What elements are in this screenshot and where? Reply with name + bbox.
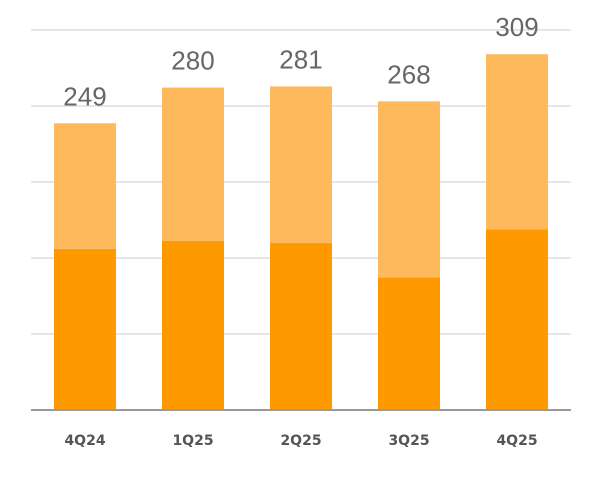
x-tick-label: 3Q25	[388, 433, 429, 449]
total-label: 309	[495, 12, 538, 42]
bar-segment	[270, 243, 332, 410]
total-label: 249	[63, 81, 106, 111]
total-label: 280	[171, 46, 214, 76]
x-tick-label: 4Q24	[64, 433, 105, 449]
bar-segment	[270, 86, 332, 244]
bar-segment	[54, 123, 116, 249]
bar-segment	[486, 54, 548, 230]
x-tick-label: 4Q25	[496, 433, 537, 449]
bar-segment	[162, 87, 224, 241]
bar-segment	[162, 240, 224, 410]
bar-segment	[378, 277, 440, 410]
bar-segment	[54, 248, 116, 410]
bar-segment	[378, 101, 440, 278]
total-label: 268	[387, 59, 430, 89]
x-tick-label: 2Q25	[280, 433, 321, 449]
bar-segment	[486, 229, 548, 410]
total-label: 281	[279, 44, 322, 74]
x-tick-label: 1Q25	[172, 433, 213, 449]
